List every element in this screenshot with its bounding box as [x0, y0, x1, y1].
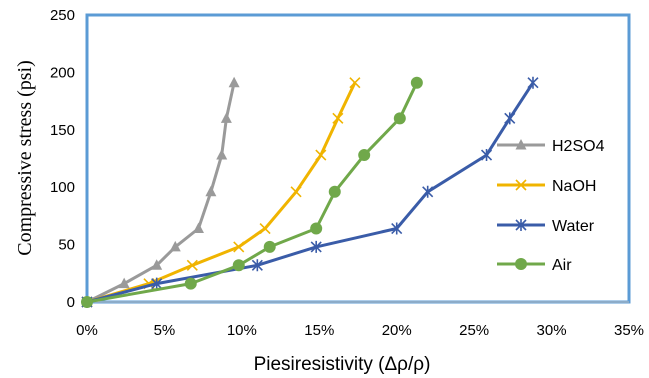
x-tick-label: 25%	[459, 322, 489, 339]
data-point-h2so4	[205, 185, 217, 197]
data-point-water	[251, 259, 263, 272]
data-point-h2so4	[220, 112, 232, 123]
data-point-air	[358, 149, 371, 162]
data-point-naoh	[186, 259, 198, 271]
data-point-h2so4	[118, 277, 130, 289]
data-point-h2so4	[228, 76, 240, 88]
data-point-h2so4	[169, 240, 181, 252]
x-tick-label: 20%	[382, 322, 412, 339]
data-point-naoh	[259, 222, 271, 235]
y-tick-label: 0	[67, 294, 75, 311]
x-tick-label: 5%	[154, 322, 176, 339]
data-point-naoh	[332, 112, 344, 124]
legend-item-naoh: NaOH	[497, 178, 596, 195]
legend-label-water: Water	[552, 218, 595, 235]
data-point-naoh	[233, 241, 245, 253]
legend-marker-naoh	[515, 179, 527, 191]
x-tick-label: 0%	[76, 322, 98, 339]
x-tick-label: 15%	[304, 322, 334, 339]
y-tick-label: 250	[50, 7, 75, 24]
data-point-air	[410, 76, 423, 89]
data-point-air	[393, 112, 406, 125]
legend-item-air: Air	[497, 257, 572, 274]
y-axis-label: Compressive stress (psi)	[14, 60, 36, 256]
x-axis-ticks: 0% 5% 10% 15% 20% 25% 30% 35%	[76, 322, 644, 339]
legend-marker-h2so4	[515, 139, 527, 150]
data-point-water	[422, 185, 434, 198]
legend-label-naoh: NaOH	[552, 178, 596, 195]
series-layer	[81, 76, 539, 308]
legend-item-water: Water	[497, 218, 595, 235]
data-point-h2so4	[151, 259, 163, 270]
legend-label-air: Air	[552, 257, 572, 274]
x-axis-label: Piesiresistivity (Δρ/ρ)	[254, 354, 431, 375]
data-point-h2so4	[216, 149, 228, 160]
y-tick-label: 150	[50, 122, 75, 139]
data-point-water	[310, 240, 322, 253]
x-tick-label: 10%	[227, 322, 257, 339]
chart-frame	[85, 13, 631, 304]
data-point-water	[480, 149, 493, 162]
data-point-air	[81, 296, 93, 308]
data-point-air	[310, 222, 323, 235]
data-point-water	[527, 76, 539, 89]
legend: H2SO4 NaOH Water Air	[497, 138, 605, 274]
x-tick-label: 30%	[537, 322, 567, 339]
data-point-naoh	[290, 186, 302, 198]
data-point-air	[328, 185, 341, 198]
data-point-air	[184, 277, 197, 290]
data-point-naoh	[349, 77, 361, 89]
data-point-water	[391, 222, 403, 235]
legend-marker-water	[515, 219, 527, 231]
data-point-naoh	[315, 149, 327, 161]
legend-item-h2so4: H2SO4	[497, 138, 605, 155]
data-point-water	[151, 277, 163, 290]
series-water	[81, 76, 539, 308]
y-tick-label: 200	[50, 64, 75, 81]
data-point-water	[504, 112, 516, 125]
y-tick-label: 50	[58, 237, 75, 254]
data-point-h2so4	[192, 222, 204, 234]
y-axis-ticks: 0 50 100 150 200 250	[50, 7, 75, 311]
data-point-air	[263, 240, 276, 253]
legend-marker-air	[515, 258, 527, 270]
data-point-air	[232, 259, 245, 272]
y-tick-label: 100	[50, 179, 75, 196]
legend-label-h2so4: H2SO4	[552, 138, 605, 155]
x-tick-label: 35%	[614, 322, 644, 339]
series-air	[81, 76, 423, 308]
